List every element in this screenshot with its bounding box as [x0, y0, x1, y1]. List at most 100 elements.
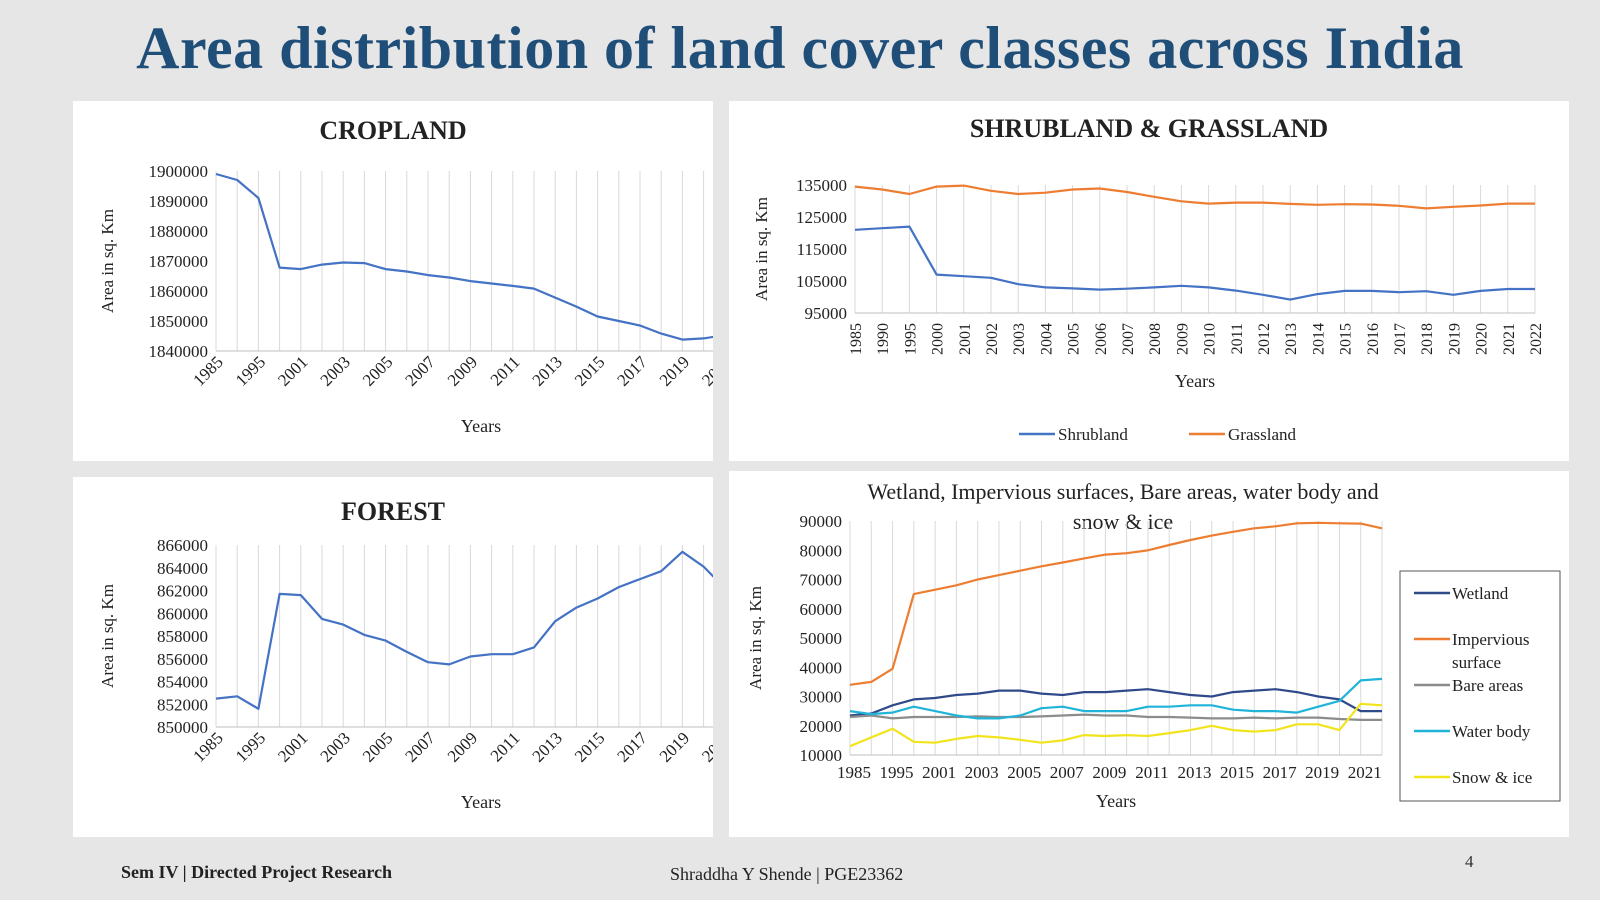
y-tick-label: 90000	[800, 512, 843, 531]
x-tick-label: 2007	[1120, 323, 1137, 355]
y-tick-label: 125000	[796, 208, 847, 227]
cropland-chart: CROPLAND 1840000 1850000 1860000 1870000 1880…	[98, 116, 713, 436]
x-tick-label: 2006	[1093, 323, 1110, 355]
cropland-series-line	[215, 172, 713, 341]
x-tick-label: 2010	[1202, 323, 1219, 355]
x-tick-label: 2007	[401, 352, 439, 390]
y-tick-label: 854000	[157, 673, 208, 692]
x-tick-label: 2016	[1365, 323, 1382, 355]
slide-title: Area distribution of land cover classes …	[136, 15, 1464, 81]
x-tick-label: 2015	[571, 352, 608, 389]
x-tick-label: 1985	[848, 323, 865, 355]
shrubland-series-line	[854, 225, 1535, 301]
footer-author: Shraddha Y Shende | PGE23362	[670, 864, 904, 884]
wetland-series-line	[849, 688, 1382, 717]
y-tick-label: 1860000	[149, 282, 209, 301]
y-tick-label: 30000	[800, 688, 843, 707]
y-tick-label: 858000	[157, 627, 208, 646]
x-tick-label: 2009	[1174, 323, 1191, 355]
x-tick-label: 2007	[401, 728, 439, 766]
impervious-surface-series-line	[849, 521, 1383, 686]
y-tick-label: 80000	[800, 541, 843, 560]
cropland-chart-panel: CROPLAND 1840000 1850000 1860000 1870000 1880…	[73, 101, 713, 461]
x-tick-label: 2019	[656, 728, 693, 765]
chart-title: FOREST	[341, 497, 445, 526]
x-tick-label: 2005	[1066, 323, 1083, 355]
shrubland-grassland-chart: SHRUBLAND & GRASSLAND 95000 105000 115000 12…	[752, 114, 1545, 444]
x-axis-title: Years	[1096, 791, 1136, 811]
x-tick-label: 2015	[1338, 323, 1355, 355]
forest-chart: FOREST 850000 852000 854000 856000 858000 8600…	[98, 497, 713, 812]
x-tick-label: 2019	[1446, 323, 1463, 355]
x-tick-label: 2005	[359, 352, 396, 389]
x-tick-label: 2003	[317, 352, 354, 389]
x-tick-label: 2021	[698, 728, 713, 765]
y-tick-label: 1850000	[149, 312, 209, 331]
page-number: 4	[1465, 852, 1474, 871]
legend-label: Water body	[1452, 722, 1531, 741]
x-tick-label: 2007	[1050, 763, 1085, 782]
y-tick-label: 115000	[797, 240, 847, 259]
x-tick-label: 2011	[1135, 763, 1168, 782]
x-tick-label: 2015	[571, 728, 608, 765]
x-tick-label: 2017	[1392, 323, 1409, 355]
x-tick-label: 2017	[613, 728, 651, 766]
x-tick-label: 2009	[444, 728, 481, 765]
x-tick-label: 2011	[1229, 323, 1246, 354]
x-tick-label: 2013	[1283, 323, 1300, 355]
x-tick-label: 2013	[529, 352, 566, 389]
y-tick-label: 850000	[157, 718, 208, 737]
x-tick-label: 1995	[880, 763, 914, 782]
x-tick-label: 1995	[232, 352, 269, 389]
y-tick-label: 50000	[800, 629, 843, 648]
chart-title-line: snow & ice	[1073, 509, 1173, 534]
y-axis-title: Area in sq. Km	[98, 209, 117, 313]
legend-label: Impervious surface	[1452, 630, 1529, 672]
x-tick-label: 2019	[1305, 763, 1339, 782]
y-tick-label: 866000	[157, 536, 208, 555]
x-tick-label: 2018	[1419, 323, 1436, 355]
x-tick-label: 1995	[232, 728, 269, 765]
y-axis-title: Area in sq. Km	[752, 197, 771, 301]
y-tick-label: 864000	[157, 559, 208, 578]
legend-label: Snow & ice	[1452, 768, 1532, 787]
y-tick-label: 20000	[800, 717, 843, 736]
y-tick-label: 862000	[157, 582, 208, 601]
x-tick-label: 1985	[837, 763, 871, 782]
y-tick-label: 105000	[796, 272, 847, 291]
legend-label: Shrubland	[1058, 425, 1128, 444]
y-tick-label: 60000	[800, 600, 843, 619]
legend-label: Wetland	[1452, 584, 1509, 603]
x-tick-label: 2001	[274, 728, 311, 765]
x-tick-label: 2021	[1348, 763, 1382, 782]
x-tick-label: 2001	[274, 352, 311, 389]
y-tick-label: 860000	[157, 604, 208, 623]
x-tick-label: 2009	[1092, 763, 1126, 782]
legend-label-line: Impervious	[1452, 630, 1529, 649]
x-tick-label: 2014	[1310, 323, 1327, 355]
x-axis-title: Years	[461, 416, 501, 436]
y-tick-label: 135000	[796, 176, 847, 195]
x-tick-label: 2013	[529, 728, 566, 765]
x-tick-label: 1990	[875, 323, 892, 355]
forest-series-line	[215, 550, 713, 710]
x-axis-title: Years	[1175, 371, 1215, 391]
x-tick-label: 2012	[1256, 323, 1273, 355]
y-axis-title: Area in sq. Km	[746, 586, 765, 690]
shrubland-grassland-chart-panel: SHRUBLAND & GRASSLAND 95000 105000 115000 12…	[729, 101, 1569, 461]
x-tick-label: 2011	[487, 728, 524, 765]
forest-chart-panel: FOREST 850000 852000 854000 856000 858000 8600…	[73, 477, 713, 837]
legend-label: Grassland	[1228, 425, 1296, 444]
x-tick-label: 2003	[317, 728, 354, 765]
y-tick-label: 1880000	[149, 222, 209, 241]
x-tick-label: 2015	[1220, 763, 1254, 782]
x-tick-label: 2001	[957, 323, 974, 355]
bare-areas-series-line	[849, 713, 1382, 721]
y-tick-label: 1900000	[149, 162, 209, 181]
y-tick-label: 10000	[800, 746, 843, 765]
x-tick-label: 2008	[1147, 323, 1164, 355]
y-tick-label: 852000	[157, 695, 208, 714]
water-body-series-line	[849, 677, 1383, 720]
x-tick-label: 2017	[1263, 763, 1298, 782]
x-tick-label: 2004	[1038, 323, 1055, 355]
